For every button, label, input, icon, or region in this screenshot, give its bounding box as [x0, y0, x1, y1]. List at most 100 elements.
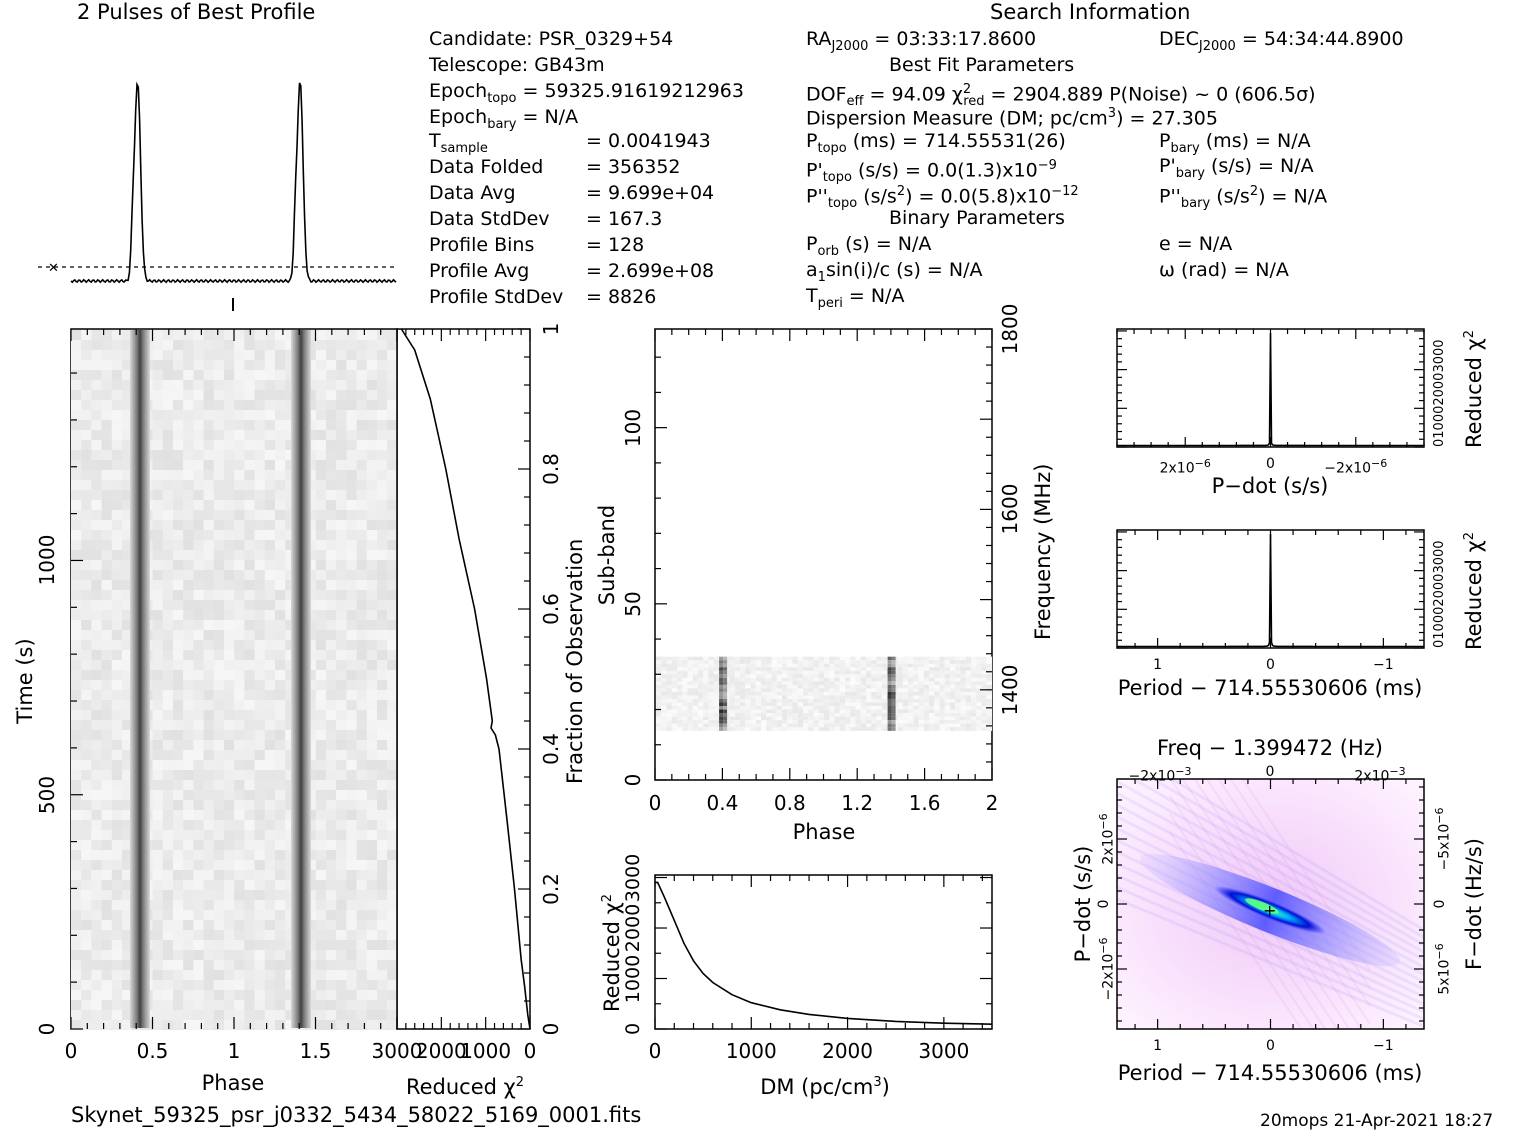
info-row-label: Profile StdDev	[429, 286, 564, 308]
info-dof-chi: DOFeff = 94.09 χ2red = 2904.889 P(Noise)…	[806, 82, 1316, 110]
info-row-label: Data Avg	[429, 182, 516, 204]
info-candidate: Candidate: PSR_0329+54	[429, 28, 674, 50]
info-row-label: Tsample	[429, 130, 488, 156]
chi-vs-time-xtick-label: 3000	[371, 1039, 423, 1063]
ppdot-ylabel: P−dot (s/s)	[1071, 845, 1095, 963]
dm-chi-line	[654, 881, 993, 1025]
subband-xtick-label: 1.6	[908, 791, 941, 815]
dm-chi-xlabel: DM (pc/cm3)	[760, 1075, 890, 1099]
subband-ytick-label: 100	[621, 408, 645, 447]
info-dm: Dispersion Measure (DM; pc/cm3) = 27.305	[806, 106, 1218, 130]
chi-vs-time-xtick-label: 0	[523, 1039, 537, 1063]
dm-chi-frame	[654, 874, 993, 1030]
search-title: Search Information	[990, 0, 1191, 24]
info-row-value: = 167.3	[586, 208, 663, 230]
time-phase-ytick-label: 500	[35, 775, 59, 814]
info-a1: a1sin(i)/c (s) = N/A	[806, 259, 983, 285]
ppdot-top-tick-label: −2x10−3	[1128, 765, 1192, 785]
chi-vs-time-xtick-label: 2000	[415, 1039, 467, 1063]
subband-ylabel: Sub-band	[595, 504, 619, 606]
info-row-value: = 2.699e+08	[586, 260, 715, 282]
info-ptopo: Ptopo (ms) = 714.55531(26)	[806, 130, 1066, 156]
dm-chi-xtick-label: 3000	[918, 1039, 970, 1063]
ppdot-xtick-label: 1	[1153, 1038, 1163, 1054]
ppdot-top-tick-label: 2x10−3	[1354, 765, 1406, 785]
period-chi-line	[1117, 534, 1424, 648]
ppdot-xlabel: Period − 714.55530606 (ms)	[1117, 1061, 1423, 1085]
filename: Skynet_59325_psr_j0332_5434_58022_5169_0…	[71, 1103, 642, 1127]
ppdot-ytick-label: 2x10−6	[1097, 813, 1117, 865]
ppdot-xtick-label: −1	[1373, 1038, 1394, 1054]
dm-chi-xtick-label: 2000	[822, 1039, 874, 1063]
subband-xlabel: Phase	[792, 820, 856, 844]
dm-chi-xtick-label: 1000	[725, 1039, 777, 1063]
period-chi-ylabel: Reduced χ2	[1462, 531, 1486, 651]
profile-title: 2 Pulses of Best Profile	[77, 0, 316, 24]
period-chi-xlabel: Period − 714.55530606 (ms)	[1117, 676, 1423, 700]
info-row-label: Data Folded	[429, 156, 544, 178]
subband-y2label: Frequency (MHz)	[1031, 463, 1055, 640]
pdot-chi-plot	[1116, 328, 1425, 448]
time-phase-ylabel: Time (s)	[13, 638, 37, 724]
chi-vs-time-line	[400, 328, 531, 1030]
subband-ytick-label: 0	[621, 773, 645, 787]
chi-vs-time-ytick-label: 0.2	[539, 873, 563, 905]
pdot-chi-xlabel: P−dot (s/s)	[1211, 474, 1329, 498]
pdot_chi-xtick-label: −2x10−6	[1324, 457, 1388, 477]
info-pdot-bary: P'bary (s/s) = N/A	[1159, 155, 1314, 181]
time-phase-pulse-2	[291, 330, 311, 1028]
subband-plot	[654, 328, 993, 781]
dm-chi-xtick-label: 0	[648, 1039, 662, 1063]
footer-stamp: 20mops 21-Apr-2021 18:27	[1260, 1111, 1494, 1131]
best-fit-title: Best Fit Parameters	[889, 54, 1075, 76]
info-ra: RAJ2000 = 03:33:17.8600	[806, 28, 1037, 54]
pdot_chi-ytick-labels: 0100020003000	[1432, 339, 1447, 447]
time-phase-xtick-label: 0.5	[136, 1039, 169, 1063]
time-phase-ytick-label: 0	[35, 1022, 59, 1036]
subband-y2tick-label: 1400	[998, 664, 1022, 716]
info-e: e = N/A	[1159, 233, 1233, 255]
dm-chi-plot	[654, 874, 993, 1030]
time-phase-pulse-1	[130, 330, 150, 1028]
info-row-label: Data StdDev	[429, 208, 550, 230]
info-tperi: Tperi = N/A	[806, 285, 905, 311]
pdot_chi-xtick-label: 2x10−6	[1159, 457, 1211, 477]
subband-xtick-label: 1.2	[841, 791, 874, 815]
pdot-chi-ylabel: Reduced χ2	[1462, 329, 1486, 449]
period_chi-xtick-label: 0	[1266, 657, 1275, 673]
dm-chi-ylabel: Reduced χ2	[600, 893, 624, 1013]
info-pdot-topo: P'topo (s/s) = 0.0(1.3)x10−9	[806, 158, 1057, 186]
info-row-value: = 356352	[586, 156, 681, 178]
time-phase-xtick-label: 1	[227, 1039, 241, 1063]
info-row-value: = 128	[586, 234, 645, 256]
pdot-chi-line	[1117, 333, 1424, 447]
profile-line	[70, 81, 397, 284]
info-pddot-topo: P''topo (s/s2) = 0.0(5.8)x10−12	[806, 184, 1079, 212]
dm-chi-ytick-label: 3000	[622, 853, 644, 902]
info-pddot-bary: P''bary (s/s2) = N/A	[1159, 184, 1328, 212]
ppdot-ytick-label: 0	[1096, 899, 1112, 909]
chi-vs-time-xlabel: Reduced χ2	[405, 1075, 525, 1099]
info-dec: DECJ2000 = 54:34:44.8900	[1159, 28, 1404, 54]
info-pbary: Pbary (ms) = N/A	[1159, 130, 1311, 156]
time-phase-xlabel: Phase	[201, 1071, 265, 1095]
info-row-value: = 8826	[586, 286, 657, 308]
time-phase-xtick-label: 1.5	[299, 1039, 332, 1063]
profile-plot: ✕	[38, 81, 397, 311]
chi-vs-time-xtick-label: 1000	[460, 1039, 512, 1063]
info-row-value: = 0.0041943	[586, 130, 711, 152]
subband-y2tick-label: 1600	[998, 483, 1022, 535]
subband-xtick-label: 0.4	[706, 791, 739, 815]
info-epoch-bary: Epochbary = N/A	[429, 106, 579, 132]
ppdot-top-tick-label: 0	[1265, 764, 1275, 780]
binary-title: Binary Parameters	[889, 207, 1065, 229]
period-chi-plot	[1116, 529, 1425, 649]
ppdot-best-marker: +	[1263, 901, 1276, 920]
info-omega: ω (rad) = N/A	[1159, 259, 1289, 281]
info-telescope: Telescope: GB43m	[429, 54, 605, 76]
chi-vs-time-frame	[396, 328, 531, 1030]
subband-y2tick-label: 1800	[998, 303, 1022, 355]
period_chi-xtick-label: 1	[1153, 657, 1163, 673]
ppdot-ytick-label: −2x10−6	[1097, 937, 1117, 1001]
